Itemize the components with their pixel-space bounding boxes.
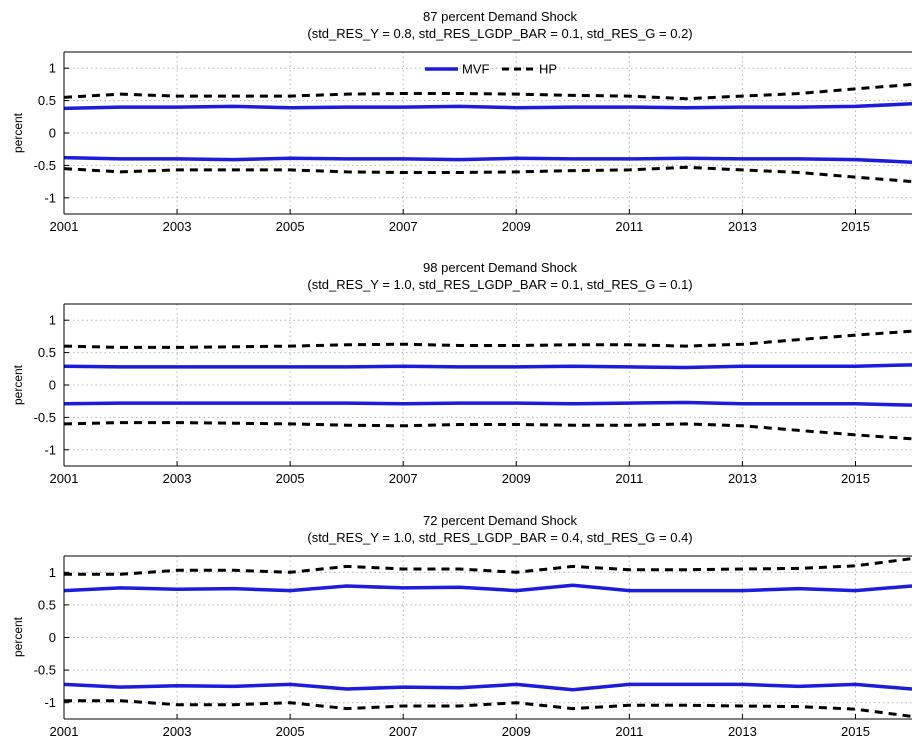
panel-3-x-tick-label: 2013 [728,724,757,739]
panel-3-title: 72 percent Demand Shock [423,513,577,528]
legend: MVF HP [425,62,557,77]
panel-3-y-tick-label: 1 [49,565,56,580]
panel-3-x-tick-label: 2011 [615,724,643,739]
mvf-upper-line [63,102,912,111]
panel-2-frame [63,303,912,467]
panel-2-y-tick-label: 0 [49,378,56,393]
panel-1-x-tick-label: 2001 [50,219,79,234]
mvf-upper-line [63,363,912,370]
panel-3-y-tick-label: 0.5 [38,597,56,612]
panel-1-y-tick-label: -0.5 [34,158,56,173]
panel-2-y-tick-label: -1 [44,442,56,457]
panel-1-x-ticks: 2001 2003 2005 2007 2009 2011 2013 2015 [50,219,870,234]
panel-2-x-tick-label: 2013 [728,471,757,486]
panel-2-x-tick-label: 2009 [502,471,531,486]
panel-1-y-tick-label: 1 [49,61,56,76]
panel-1-subtitle: (std_RES_Y = 0.8, std_RES_LGDP_BAR = 0.1… [307,26,692,41]
panel-1-grid [64,52,912,214]
panel-2-x-tick-label: 2007 [389,471,418,486]
panel-3-x-tick-label: 2009 [502,724,531,739]
hp-lower-line [63,165,912,184]
panel-2-y-axis-label: percent [11,364,25,405]
panel-1-y-tick-label: 0 [49,126,56,141]
panel-2-y-tick-label: -0.5 [34,410,56,425]
panel-2-y-ticks: 1 0.5 0 -0.5 -1 [34,313,56,458]
panel-3-y-tick-label: 0 [49,630,56,645]
legend-hp-label: HP [539,62,557,77]
panel-3-y-ticks: 1 0.5 0 -0.5 -1 [34,565,56,710]
panel-3: 72 percent Demand Shock (std_RES_Y = 1.0… [11,513,912,739]
panel-1-y-tick-label: -1 [44,190,56,205]
panel-1-frame [63,51,912,215]
panel-3-x-tick-label: 2005 [276,724,305,739]
panel-2-x-tick-label: 2015 [841,471,870,486]
panel-2-y-tick-label: 1 [49,313,56,328]
hp-lower-line [64,699,912,718]
panel-1-title: 87 percent Demand Shock [423,9,577,24]
panel-3-y-tick-label: -0.5 [34,663,56,678]
panel-1-x-tick-label: 2005 [276,219,305,234]
panel-3-series [63,557,912,718]
panel-2-x-tick-label: 2011 [615,471,643,486]
panel-2-series [63,329,912,441]
panel-3-x-tick-label: 2001 [50,724,79,739]
panel-1-x-tick-label: 2013 [728,219,757,234]
panel-3-grid [64,556,912,719]
panel-1: 87 percent Demand Shock (std_RES_Y = 0.8… [11,9,912,234]
hp-upper-line [64,557,912,576]
panel-1-y-axis-label: percent [11,112,25,153]
panel-2-x-tick-label: 2005 [276,471,305,486]
panel-3-x-tick-label: 2007 [389,724,418,739]
panel-1-x-tick-label: 2009 [502,219,531,234]
panel-3-subtitle: (std_RES_Y = 1.0, std_RES_LGDP_BAR = 0.4… [307,530,692,545]
panel-2: 98 percent Demand Shock (std_RES_Y = 1.0… [11,260,912,486]
panel-3-y-tick-label: -1 [44,695,56,710]
panel-3-x-tick-label: 2015 [841,724,870,739]
panel-3-frame [63,555,912,720]
panel-1-y-ticks: 1 0.5 0 -0.5 -1 [34,61,56,206]
mvf-lower-line [63,682,912,692]
panel-2-x-tick-label: 2003 [163,471,192,486]
panel-1-x-tick-label: 2003 [163,219,192,234]
panel-2-y-tick-label: 0.5 [38,345,56,360]
mvf-lower-line [63,155,912,164]
panel-3-x-tick-label: 2003 [163,724,192,739]
hp-upper-line [63,82,912,101]
mvf-upper-line [63,583,912,593]
panel-3-x-ticks: 2001 2003 2005 2007 2009 2011 2013 2015 [50,724,870,739]
panel-2-x-tick-label: 2001 [50,471,79,486]
panel-1-x-tick-label: 2015 [841,219,870,234]
panel-1-x-tick-label: 2007 [389,219,418,234]
panel-3-y-axis-label: percent [11,616,25,657]
panel-2-x-ticks: 2001 2003 2005 2007 2009 2011 2013 2015 [50,471,870,486]
panel-1-x-tick-label: 2011 [615,219,643,234]
panel-2-title: 98 percent Demand Shock [423,260,577,275]
legend-mvf-label: MVF [462,62,490,77]
hp-upper-line [63,329,912,349]
panel-1-y-tick-label: 0.5 [38,93,56,108]
panel-2-subtitle: (std_RES_Y = 1.0, std_RES_LGDP_BAR = 0.1… [307,277,692,292]
panel-2-grid [64,304,912,466]
hp-lower-line [63,421,912,441]
mvf-lower-line [63,400,912,407]
panel-1-series [63,82,912,184]
